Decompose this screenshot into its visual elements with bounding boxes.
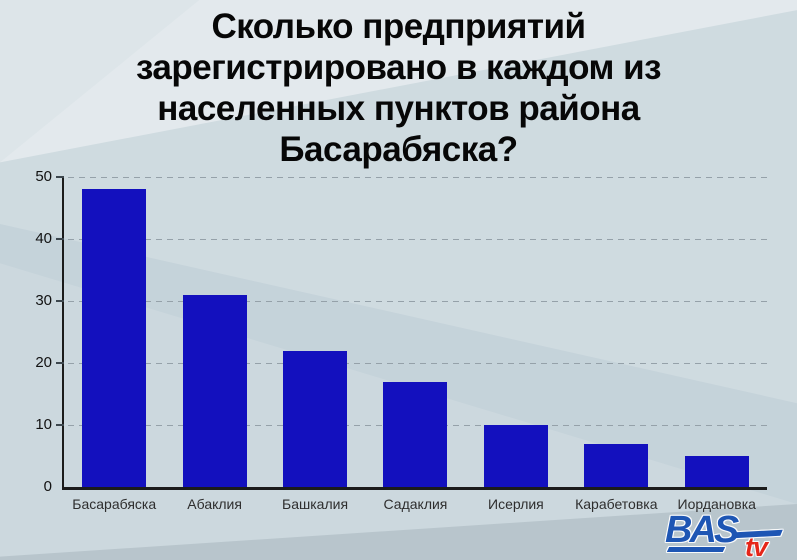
y-axis-tick — [56, 300, 64, 302]
y-axis-tick — [56, 362, 64, 364]
bar — [584, 443, 649, 487]
bar-slot — [265, 177, 365, 487]
title-line: зарегистрировано в каждом из — [135, 48, 662, 87]
x-label-row: Басарабяска Абаклия Башкалия Садаклия Исерли… — [64, 496, 767, 512]
title-line: Сколько предприятий — [211, 7, 586, 46]
bar — [82, 189, 147, 487]
category-label: Карабетовка — [575, 496, 658, 512]
gridline — [57, 300, 767, 302]
plot-area: Басарабяска Абаклия Башкалия Садаклия Исерли… — [35, 168, 767, 512]
bar-slot — [64, 177, 164, 487]
logo-text-tv: tv — [745, 532, 768, 560]
title-line: Басарабяска? — [279, 130, 518, 169]
y-tick-label: 50 — [35, 168, 52, 185]
gridline — [57, 362, 767, 364]
bar — [182, 294, 247, 487]
bar — [283, 350, 348, 487]
y-tick-label: 20 — [35, 354, 52, 371]
title-line: населенных пунктов района — [157, 89, 640, 128]
category-label: Башкалия — [282, 496, 349, 512]
y-axis-tick — [56, 424, 64, 426]
category-label: Садаклия — [383, 496, 448, 512]
bar-slot — [566, 177, 666, 487]
logo-underline — [666, 547, 726, 552]
bar-slot — [667, 177, 767, 487]
bastv-logo: BAS tv — [665, 509, 787, 560]
bar — [684, 456, 749, 487]
chart-title: Сколько предприятий зарегистрировано в к… — [0, 6, 797, 170]
bar — [483, 425, 548, 487]
gridline — [57, 176, 767, 178]
bar-slot — [164, 177, 264, 487]
y-axis-tick — [56, 176, 64, 178]
bar-group — [64, 177, 767, 487]
y-axis-tick — [56, 238, 64, 240]
bar — [383, 381, 448, 487]
gridline — [57, 238, 767, 240]
category-label: Абаклия — [187, 496, 242, 512]
category-label: Исерлия — [488, 496, 544, 512]
bar-slot — [466, 177, 566, 487]
bar-slot — [365, 177, 465, 487]
category-label: Басарабяска — [72, 496, 157, 512]
y-tick-label: 10 — [35, 416, 52, 433]
y-tick-label: 40 — [35, 230, 52, 247]
logo-text-bas: BAS — [665, 509, 739, 551]
category-label: Иордановка — [677, 496, 756, 512]
y-tick-label: 0 — [43, 478, 52, 495]
y-tick-label: 30 — [35, 292, 52, 309]
